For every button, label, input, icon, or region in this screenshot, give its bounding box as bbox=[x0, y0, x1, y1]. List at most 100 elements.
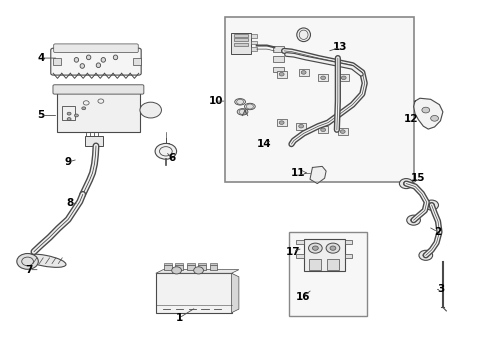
Ellipse shape bbox=[80, 64, 84, 68]
Circle shape bbox=[313, 246, 318, 250]
Bar bbox=[296, 239, 304, 244]
Bar bbox=[164, 263, 172, 265]
Bar bbox=[62, 106, 75, 120]
Bar bbox=[231, 33, 251, 54]
Ellipse shape bbox=[24, 254, 66, 267]
Bar bbox=[277, 119, 287, 126]
Bar bbox=[234, 42, 248, 45]
Ellipse shape bbox=[245, 103, 255, 110]
Ellipse shape bbox=[113, 55, 118, 60]
Text: 1: 1 bbox=[175, 313, 183, 323]
Circle shape bbox=[82, 107, 86, 110]
Bar bbox=[344, 254, 352, 258]
Ellipse shape bbox=[297, 28, 311, 41]
Bar bbox=[338, 128, 347, 135]
Bar bbox=[187, 265, 195, 270]
Circle shape bbox=[341, 76, 346, 80]
Polygon shape bbox=[310, 166, 326, 184]
Circle shape bbox=[17, 253, 38, 269]
Text: 3: 3 bbox=[438, 284, 445, 294]
Bar bbox=[210, 265, 218, 270]
Bar bbox=[234, 39, 248, 41]
Bar bbox=[327, 259, 339, 270]
Polygon shape bbox=[414, 98, 443, 129]
Text: 9: 9 bbox=[65, 157, 72, 167]
Text: 4: 4 bbox=[37, 53, 45, 63]
Bar bbox=[299, 69, 309, 76]
Circle shape bbox=[299, 125, 304, 128]
Circle shape bbox=[429, 203, 435, 207]
Circle shape bbox=[340, 130, 345, 134]
Circle shape bbox=[140, 102, 161, 118]
Bar bbox=[273, 46, 284, 51]
Text: 16: 16 bbox=[295, 292, 310, 302]
FancyBboxPatch shape bbox=[51, 48, 141, 75]
Bar bbox=[198, 263, 206, 265]
Text: 14: 14 bbox=[257, 139, 272, 149]
Text: 5: 5 bbox=[37, 111, 45, 121]
Circle shape bbox=[172, 267, 181, 274]
Bar bbox=[85, 136, 103, 146]
Bar bbox=[304, 239, 344, 271]
Text: 6: 6 bbox=[168, 153, 175, 163]
Text: 17: 17 bbox=[286, 247, 300, 257]
Circle shape bbox=[330, 246, 336, 250]
Polygon shape bbox=[156, 270, 239, 273]
Ellipse shape bbox=[96, 63, 100, 68]
Bar bbox=[339, 74, 348, 81]
Bar bbox=[234, 34, 248, 37]
Circle shape bbox=[403, 181, 409, 186]
Bar bbox=[225, 17, 414, 182]
Bar bbox=[296, 123, 306, 130]
Bar bbox=[251, 35, 257, 38]
Circle shape bbox=[399, 179, 413, 189]
Ellipse shape bbox=[74, 58, 78, 62]
Circle shape bbox=[309, 243, 322, 253]
Bar bbox=[251, 41, 257, 44]
Circle shape bbox=[326, 243, 340, 253]
Circle shape bbox=[419, 250, 433, 260]
Text: 7: 7 bbox=[25, 265, 33, 275]
Circle shape bbox=[321, 76, 326, 80]
Bar bbox=[133, 58, 141, 65]
Bar bbox=[289, 232, 367, 316]
Bar bbox=[175, 263, 183, 265]
Bar bbox=[156, 273, 232, 313]
Circle shape bbox=[422, 107, 430, 113]
Bar bbox=[277, 71, 287, 78]
Circle shape bbox=[423, 253, 429, 257]
Circle shape bbox=[155, 143, 176, 159]
Circle shape bbox=[279, 72, 284, 76]
Circle shape bbox=[67, 112, 71, 115]
Bar bbox=[187, 263, 195, 265]
Text: 13: 13 bbox=[333, 42, 347, 52]
Circle shape bbox=[74, 114, 78, 117]
Bar bbox=[164, 265, 172, 270]
Polygon shape bbox=[232, 273, 239, 313]
Bar bbox=[273, 56, 284, 62]
Bar bbox=[175, 265, 183, 270]
Circle shape bbox=[411, 218, 416, 222]
Text: 11: 11 bbox=[291, 168, 305, 178]
Text: 15: 15 bbox=[411, 173, 426, 183]
Text: 2: 2 bbox=[434, 227, 441, 237]
Bar bbox=[198, 265, 206, 270]
Bar bbox=[273, 67, 284, 72]
Circle shape bbox=[407, 215, 420, 225]
Bar bbox=[210, 263, 218, 265]
Bar bbox=[318, 74, 328, 81]
Bar bbox=[251, 47, 257, 51]
Bar bbox=[53, 58, 61, 65]
Circle shape bbox=[431, 116, 439, 121]
Bar bbox=[57, 91, 140, 132]
Bar bbox=[310, 259, 321, 270]
FancyBboxPatch shape bbox=[54, 44, 138, 53]
Text: 12: 12 bbox=[404, 114, 418, 124]
Ellipse shape bbox=[86, 55, 91, 60]
Bar bbox=[344, 239, 352, 244]
Ellipse shape bbox=[101, 58, 105, 62]
Circle shape bbox=[279, 121, 284, 125]
Bar bbox=[318, 126, 328, 134]
FancyBboxPatch shape bbox=[53, 85, 144, 94]
Circle shape bbox=[194, 267, 203, 274]
